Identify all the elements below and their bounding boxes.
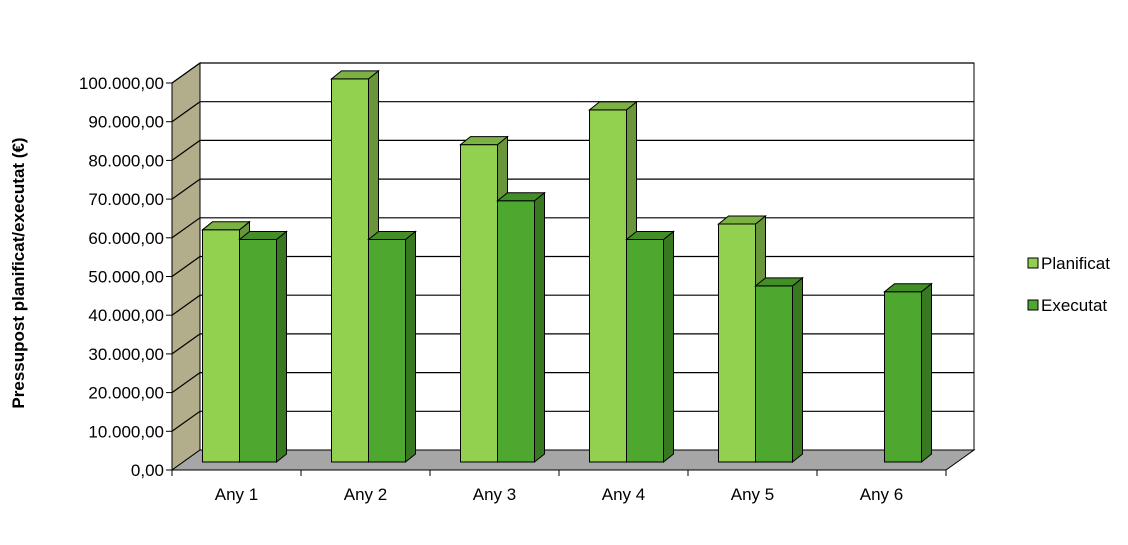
legend-label: Executat [1041, 296, 1107, 315]
x-tick-label: Any 5 [731, 485, 774, 504]
legend-label: Planificat [1041, 254, 1110, 273]
legend: Planificat Executat [1027, 254, 1110, 315]
legend-swatch [1027, 257, 1039, 269]
y-tick-label: 80.000,00 [88, 151, 164, 170]
bar-executat-any-4 [625, 230, 675, 464]
bar-executat-any-1 [238, 230, 288, 464]
y-tick-label: 0,00 [131, 461, 164, 480]
y-tick-label: 50.000,00 [88, 268, 164, 287]
bar-executat-any-6 [883, 282, 933, 464]
x-tick-label: Any 2 [344, 485, 387, 504]
gridline [171, 139, 974, 161]
gridline [171, 178, 974, 200]
y-tick-label: 30.000,00 [88, 345, 164, 364]
gridline [171, 217, 974, 239]
gridline [171, 372, 974, 394]
bars [201, 69, 933, 464]
y-tick-label: 60.000,00 [88, 229, 164, 248]
gridlines [171, 62, 974, 432]
y-tick-label: 70.000,00 [88, 190, 164, 209]
gridline [171, 333, 974, 355]
y-tick-label: 100.000,00 [79, 74, 164, 93]
legend-swatch [1027, 299, 1039, 311]
gridline [171, 101, 974, 123]
gridline [171, 410, 974, 432]
axes [166, 82, 947, 476]
floor [170, 449, 976, 471]
x-tick-labels: Any 1 Any 2 Any 3 Any 4 Any 5 Any 6 [215, 485, 903, 504]
x-tick-label: Any 4 [602, 485, 645, 504]
y-tick-label: 40.000,00 [88, 306, 164, 325]
y-axis-title: Pressupost planificat/executat (€) [9, 137, 28, 408]
bar-executat-any-2 [367, 230, 417, 464]
gridline [171, 255, 974, 277]
legend-item-executat: Executat [1027, 296, 1107, 315]
y-tick-label: 90.000,00 [88, 113, 164, 132]
y-tick-label: 20.000,00 [88, 384, 164, 403]
legend-item-planificat: Planificat [1027, 254, 1110, 273]
y-tick-label: 10.000,00 [88, 422, 164, 441]
chart-walls [170, 62, 976, 471]
gridline [171, 294, 974, 316]
bar-executat-any-3 [496, 191, 546, 464]
y-tick-labels: 0,00 10.000,00 20.000,00 30.000,00 40.000,00… [79, 74, 164, 480]
x-tick-label: Any 6 [860, 485, 903, 504]
x-tick-label: Any 3 [473, 485, 516, 504]
bar-executat-any-5 [754, 276, 804, 464]
x-tick-label: Any 1 [215, 485, 258, 504]
gridline [171, 62, 974, 84]
